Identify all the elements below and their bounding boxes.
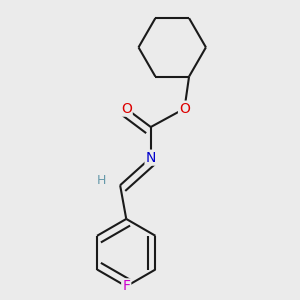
Text: N: N xyxy=(146,151,156,165)
Text: O: O xyxy=(121,102,132,116)
Text: F: F xyxy=(122,279,130,293)
Text: O: O xyxy=(179,102,190,116)
Text: H: H xyxy=(97,174,106,187)
